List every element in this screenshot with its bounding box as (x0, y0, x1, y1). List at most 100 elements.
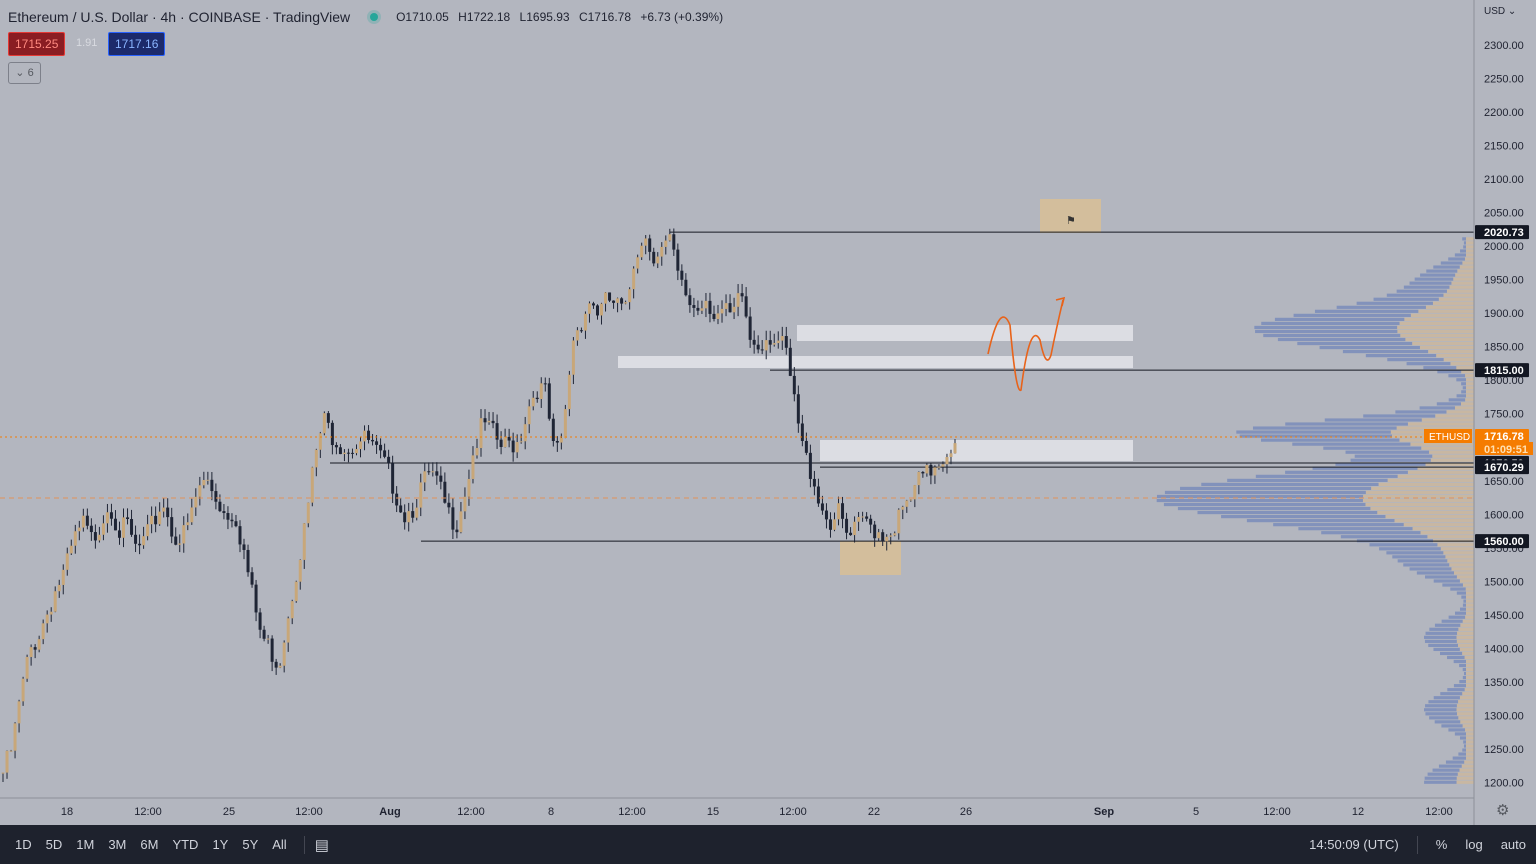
indicators-toggle[interactable]: ⌄ 6 (8, 62, 41, 84)
volume-profile-bar (1459, 647, 1474, 652)
time-axis[interactable]: 18 12:00 25 12:00 Aug 12:00 8 12:00 15 12:00 22 26 S… (61, 806, 1453, 818)
candle-body (571, 340, 575, 375)
volume-profile-bar (1277, 337, 1406, 342)
timeframe-1d[interactable]: 1D (15, 837, 32, 852)
volume-profile-bar (1163, 502, 1366, 507)
volume-profile-bar (1425, 305, 1474, 309)
volume-profile-bar (1458, 627, 1474, 631)
candle-body (73, 531, 77, 546)
percent-toggle[interactable]: % (1435, 837, 1448, 852)
volume-profile-bar (1433, 265, 1460, 269)
low-value: L1695.93 (519, 10, 570, 24)
candle-body (475, 448, 479, 456)
volume-profile-bar (1462, 651, 1474, 656)
candle-body (318, 433, 322, 450)
candle-body (234, 521, 238, 527)
symbol-title[interactable]: Ethereum / U.S. Dollar · 4h · COINBASE ·… (8, 9, 351, 25)
volume-profile-bar (1363, 494, 1474, 499)
timeframe-3m[interactable]: 3M (108, 837, 127, 852)
volume-profile-bar (1466, 603, 1474, 607)
volume-profile-bar (1462, 619, 1474, 623)
candle-body (383, 450, 387, 457)
timeframe-all[interactable]: All (272, 837, 287, 852)
volume-profile-bar (1356, 301, 1433, 305)
timeframe-5y[interactable]: 5Y (242, 837, 259, 852)
volume-profile-bar (1156, 494, 1364, 499)
candle-body (41, 623, 45, 640)
candle-body (314, 449, 318, 468)
candle-body (724, 303, 728, 309)
gear-icon[interactable]: ⚙ (1496, 802, 1510, 819)
candle-body (427, 471, 431, 473)
candle-body (612, 300, 616, 303)
candle-body (186, 522, 190, 526)
price-axis[interactable]: 2300.00 2250.00 2200.00 2150.00 2100.00 2050.… (1484, 40, 1524, 790)
candle-body (266, 638, 270, 640)
volume-profile-bar (1466, 249, 1474, 253)
bottom-toolbar: 1D 5D 1M 3M 6M YTD 1Y 5Y All ▤ 14:50:09 … (0, 825, 1536, 864)
candle-body (49, 611, 53, 615)
volume-profile-bar (1466, 386, 1474, 390)
buy-price-button[interactable]: 1717.16 (108, 32, 166, 56)
volume-profile-bar (1440, 692, 1463, 696)
price-tick-label: 1750.00 (1484, 409, 1524, 421)
volume-profile-bar (1466, 659, 1474, 664)
timeframe-1m[interactable]: 1M (76, 837, 95, 852)
time-tick-label: 12:00 (295, 806, 323, 818)
volume-profile-bar (1420, 531, 1474, 535)
volume-profile-bar (1448, 374, 1466, 378)
currency-select[interactable]: USD ⌄ (1484, 6, 1516, 17)
price-tick-label: 2200.00 (1484, 107, 1524, 119)
candle-body (828, 519, 832, 530)
volume-profile-bar (1414, 277, 1454, 281)
candle-body (431, 471, 435, 473)
price-chart[interactable]: ⚑ 2300.00 2250.00 2200.00 2150.00 2100.00 205… (0, 0, 1536, 825)
volume-profile-bar (1445, 555, 1474, 559)
volume-profile-bar (1432, 454, 1474, 458)
volume-profile-bar (1443, 551, 1474, 555)
volume-profile-bar (1400, 333, 1474, 338)
candle-body (491, 420, 495, 424)
volume-profile-bar (1465, 374, 1474, 378)
volume-profile-bar (1466, 390, 1474, 394)
clock-display[interactable]: 14:50:09 (UTC) (1309, 837, 1399, 852)
candle-body (210, 479, 214, 492)
volume-profile-bar (1396, 426, 1474, 430)
volume-profile-bar (1424, 635, 1457, 639)
volume-profile-bar (1345, 450, 1430, 454)
candle-body (841, 503, 845, 519)
candle-body (294, 581, 298, 602)
candle-body (816, 486, 820, 504)
timeframe-5d[interactable]: 5D (45, 837, 63, 852)
drawing-zones (618, 199, 1133, 575)
volume-profile-bar (1448, 615, 1466, 619)
candle-body (559, 438, 563, 443)
candle-body (202, 479, 206, 486)
candle-body (499, 439, 503, 448)
volume-profile-bar (1441, 619, 1463, 623)
auto-toggle[interactable]: auto (1500, 837, 1526, 852)
candle-body (222, 511, 226, 514)
candle-body (286, 618, 290, 643)
candle-body (780, 336, 784, 341)
volume-profile-bar (1321, 531, 1421, 535)
candle-body (792, 375, 796, 395)
time-tick-label: 8 (548, 806, 554, 818)
timeframe-6m[interactable]: 6M (140, 837, 159, 852)
price-tick-label: 1950.00 (1484, 275, 1524, 287)
timeframe-ytd[interactable]: YTD (172, 837, 199, 852)
date-range-icon[interactable]: ▤ (314, 836, 329, 854)
log-toggle[interactable]: log (1465, 837, 1483, 852)
price-label-bg (1475, 460, 1529, 475)
timeframe-1y[interactable]: 1Y (212, 837, 229, 852)
volume-profile-bar (1263, 333, 1401, 338)
sell-price-button[interactable]: 1715.25 (8, 32, 66, 56)
volume-profile-bar (1442, 583, 1463, 587)
volume-profile-bar (1448, 398, 1466, 402)
candle-body (716, 313, 720, 319)
candle-body (696, 307, 700, 311)
volume-profile-bar (1424, 780, 1457, 784)
volume-profile-bar (1416, 571, 1454, 575)
candle-body (672, 234, 676, 250)
volume-profile-bar (1252, 426, 1397, 430)
